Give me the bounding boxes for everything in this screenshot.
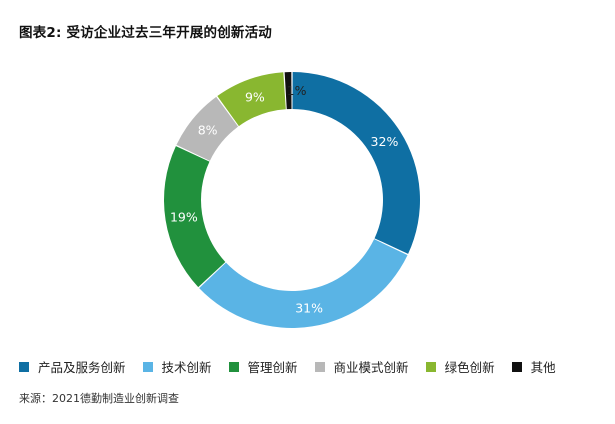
slice-label-技术创新: 31%: [295, 301, 323, 316]
slice-label-产品及服务创新: 32%: [371, 134, 399, 149]
donut-chart: 32% 31% 19% 8% 9% 1%: [164, 72, 420, 328]
legend-swatch: [314, 361, 325, 372]
legend-swatch: [19, 361, 29, 372]
legend-label: 管理创新: [247, 360, 298, 375]
legend-label: 产品及服务创新: [38, 360, 126, 375]
chart-legend: 产品及服务创新 技术创新 管理创新 商业模式创新 绿色创新 其他: [19, 357, 556, 376]
slice-技术创新: [199, 239, 408, 328]
slice-其他: [284, 72, 292, 110]
slice-管理创新: [164, 146, 226, 288]
slice-商业模式创新: [176, 96, 239, 161]
legend-swatch: [511, 361, 522, 372]
legend-item-商业模式创新: 商业模式创新: [314, 357, 409, 376]
chart-title: 图表2: 受访企业过去三年开展的创新活动: [19, 25, 272, 41]
legend-label: 其他: [530, 360, 556, 375]
slice-label-其他: 1%: [287, 83, 307, 98]
legend-label: 绿色创新: [444, 360, 495, 375]
legend-item-产品及服务创新: 产品及服务创新: [19, 357, 126, 376]
legend-item-管理创新: 管理创新: [228, 357, 298, 376]
legend-item-技术创新: 技术创新: [142, 357, 212, 376]
source-note: 来源：2021德勤制造业创新调查: [19, 392, 179, 405]
legend-label: 商业模式创新: [333, 360, 409, 375]
slice-绿色创新: [217, 72, 286, 127]
legend-item-绿色创新: 绿色创新: [425, 357, 495, 376]
legend-swatch: [425, 361, 436, 372]
donut-slices: [164, 72, 420, 328]
legend-swatch: [142, 361, 153, 372]
slice-label-管理创新: 19%: [170, 210, 198, 225]
slice-label-绿色创新: 9%: [245, 89, 265, 104]
legend-item-其他: 其他: [511, 357, 556, 376]
slice-产品及服务创新: [292, 72, 420, 254]
legend-swatch: [228, 361, 239, 372]
slice-label-商业模式创新: 8%: [198, 123, 218, 138]
legend-label: 技术创新: [161, 360, 212, 375]
donut-labels: 32% 31% 19% 8% 9% 1%: [170, 83, 399, 316]
